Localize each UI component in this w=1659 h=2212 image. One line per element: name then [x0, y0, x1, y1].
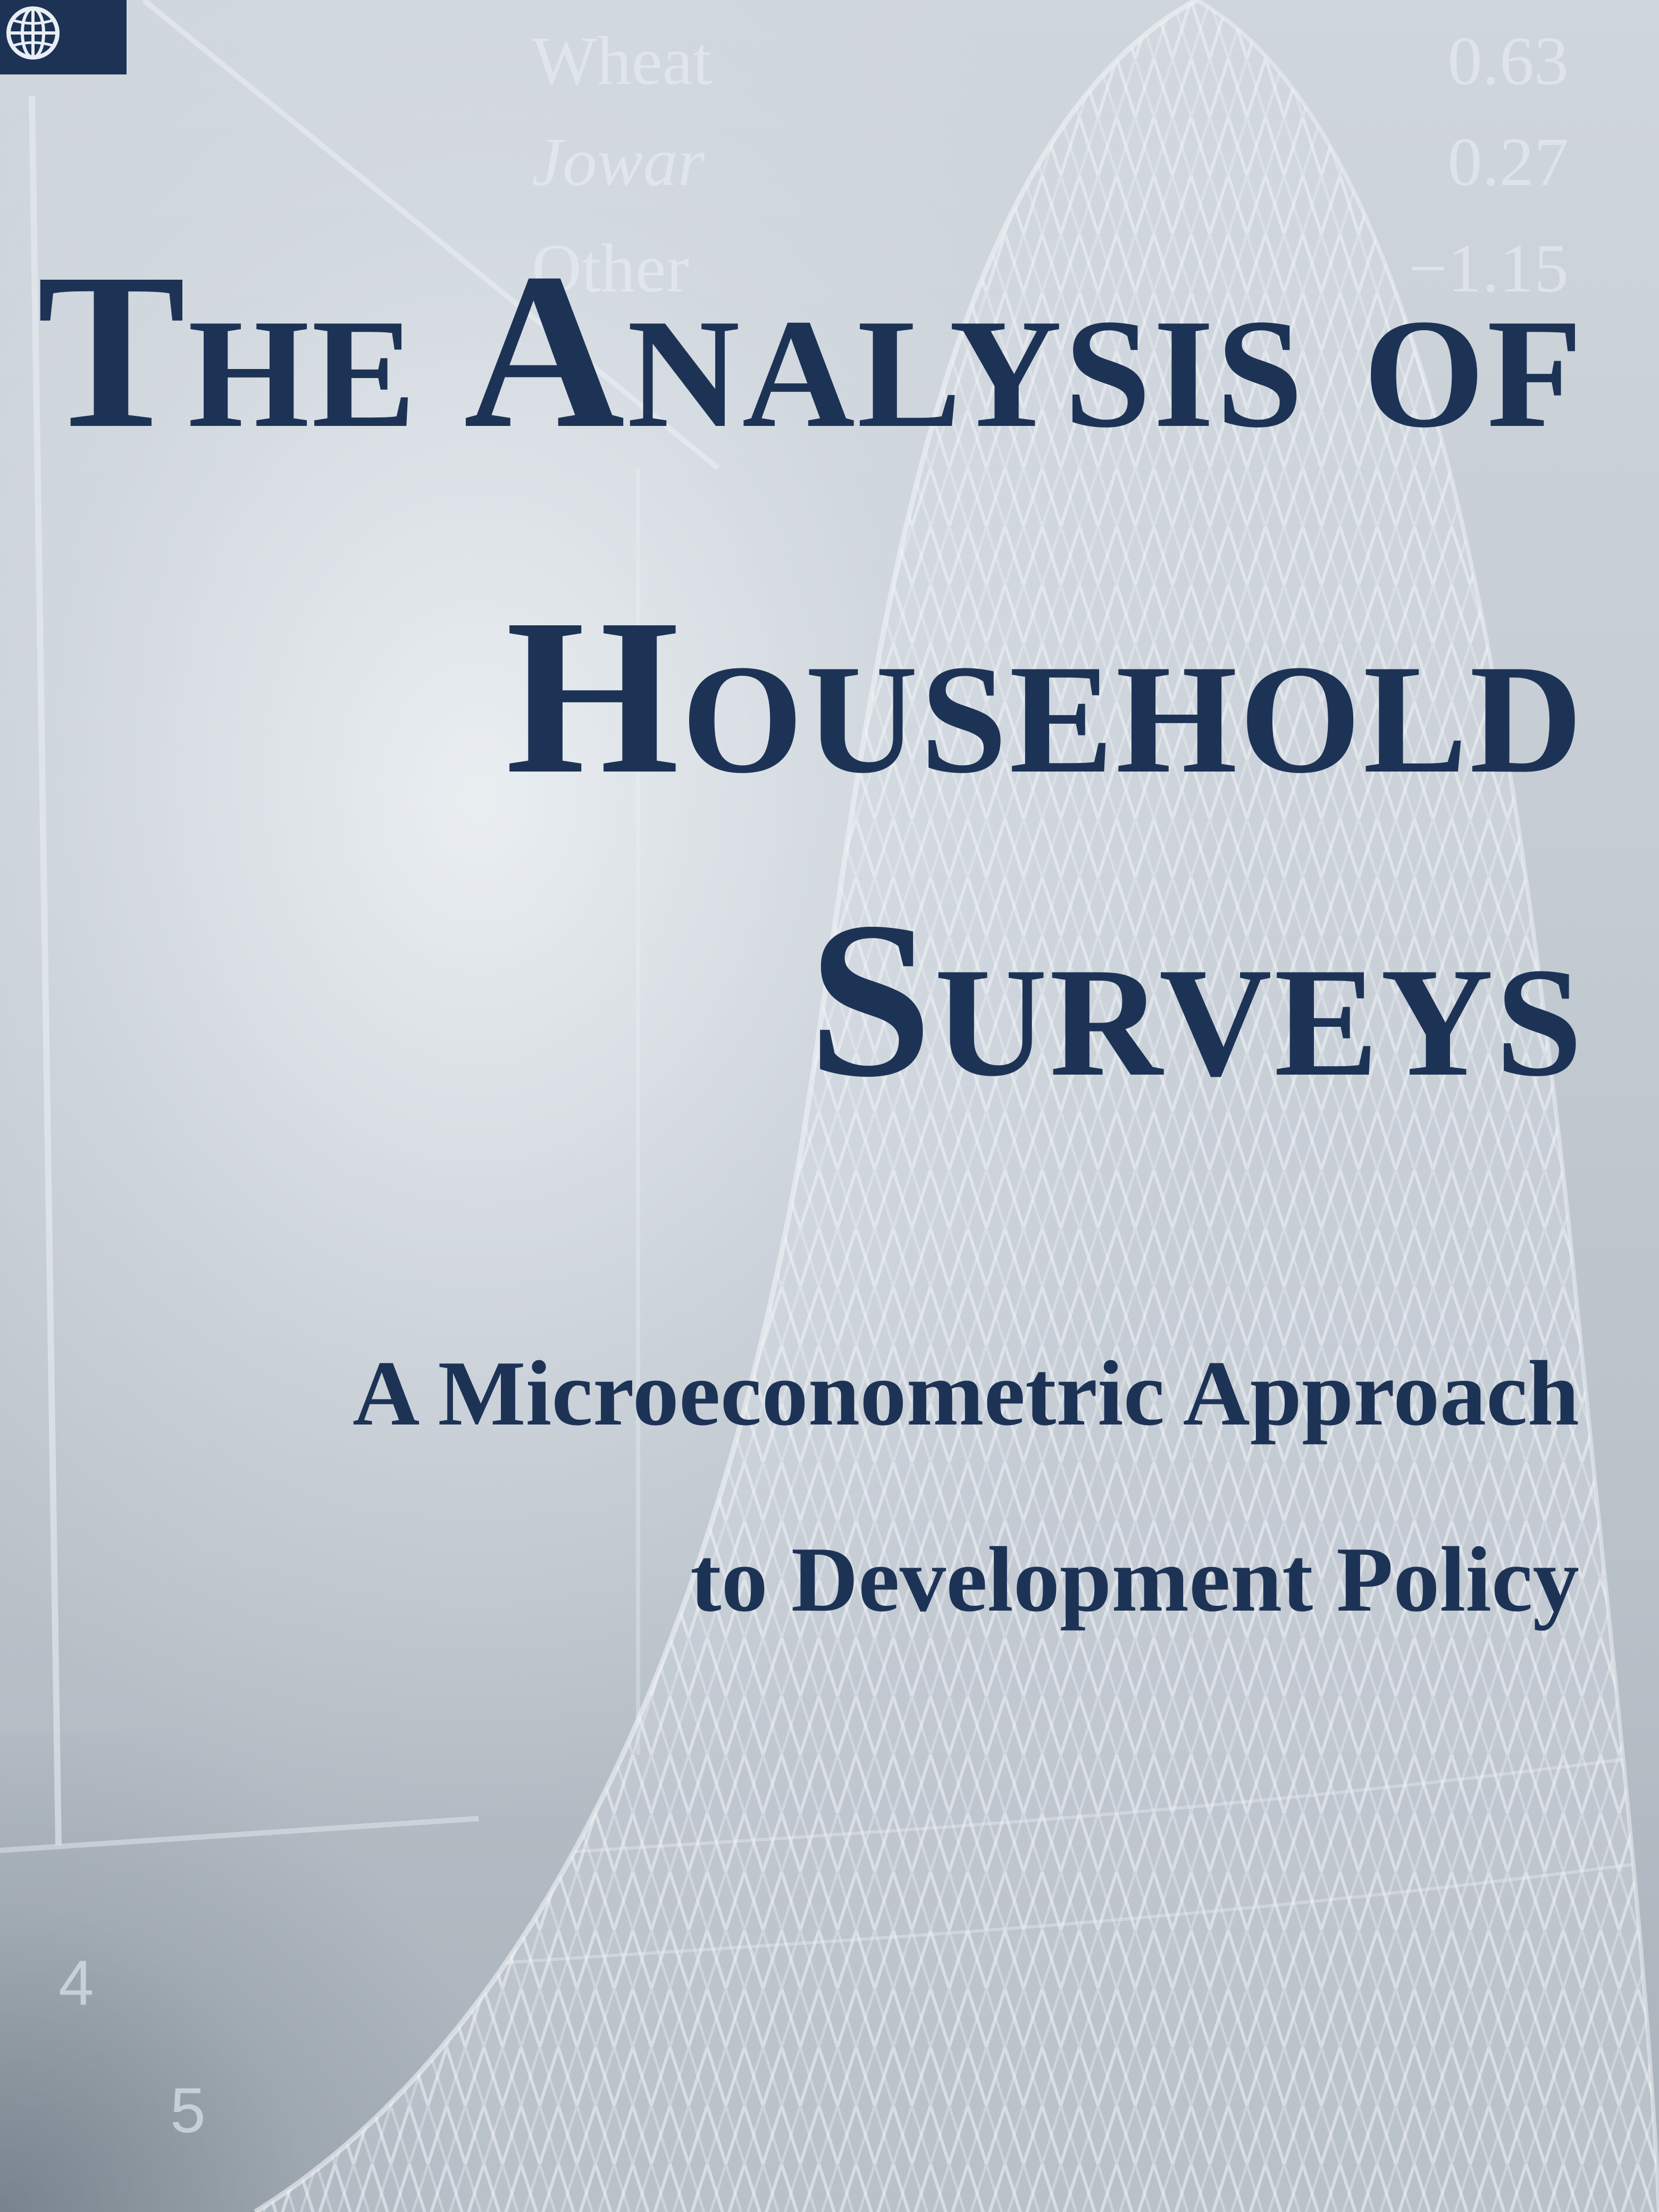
book-subtitle-line-1: A Microeconometric Approach — [353, 1342, 1579, 1445]
book-title-line-1: The Analysis of — [37, 227, 1585, 474]
crop-value: −1.15 — [1409, 230, 1569, 307]
book-title-line-2: Household — [505, 573, 1585, 820]
book-subtitle-line-2: to Development Policy — [690, 1528, 1579, 1631]
crop-value: 0.63 — [1447, 23, 1569, 99]
table-row: Wheat 0.63 — [532, 21, 1569, 101]
axis-line-diagonal — [141, 0, 720, 470]
table-row: Jowar 0.27 — [532, 122, 1569, 202]
crop-label: Jowar — [532, 124, 705, 200]
background-table: Wheat 0.63 Jowar 0.27 Other −1.15 — [532, 21, 1569, 319]
table-row: Other −1.15 — [532, 229, 1569, 308]
crop-label: Other — [532, 230, 689, 307]
crop-label: Wheat — [532, 23, 713, 99]
axis-tick-label: 5 — [170, 2075, 206, 2146]
axis-line-vertical — [29, 95, 62, 1846]
axis-tick-label: 4 — [58, 1947, 94, 2018]
book-title-line-3: Surveys — [808, 876, 1585, 1123]
crop-value: 0.27 — [1447, 124, 1569, 200]
publisher-logo — [0, 0, 127, 74]
globe-icon — [6, 6, 60, 60]
axis-line-base — [0, 1816, 479, 1853]
